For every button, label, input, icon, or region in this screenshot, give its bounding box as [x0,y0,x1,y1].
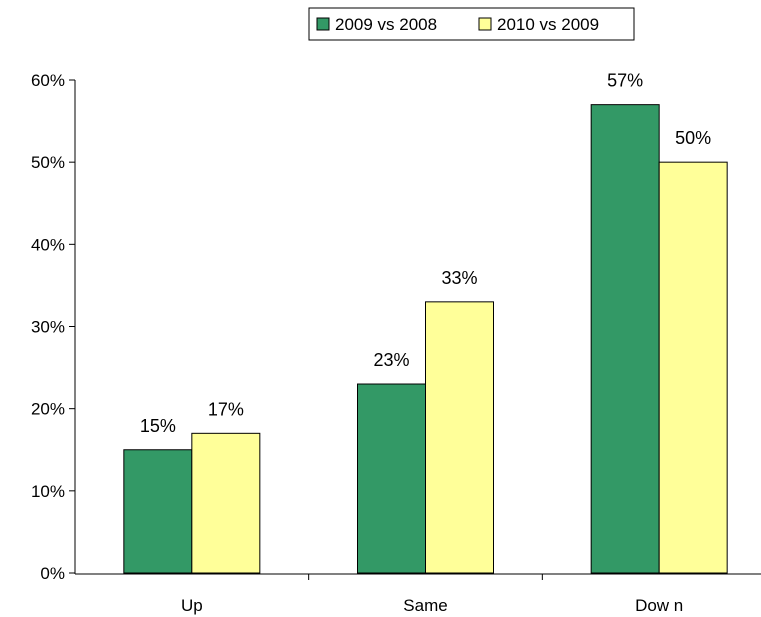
data-label: 33% [441,268,477,288]
y-tick-label: 60% [31,71,65,90]
bars [123,104,728,574]
bar-series-2 [191,432,261,574]
bar-series-2 [425,301,494,574]
bar-series-1 [590,104,660,574]
y-tick-label: 20% [31,400,65,419]
y-tick-label: 50% [31,153,65,172]
legend-label: 2009 vs 2008 [335,15,437,34]
data-labels: 15% 23% 57% 17% 33% 50% [140,71,711,436]
bar-series-2 [658,161,728,574]
legend: 2009 vs 2008 2010 vs 2009 [308,7,635,41]
y-tick-label: 10% [31,482,65,501]
y-axis: 0% 10% 20% 30% 40% 50% 60% [31,71,76,583]
legend-swatch [316,17,330,31]
bar-series-1 [357,383,426,574]
legend-box [308,7,635,41]
legend-label: 2010 vs 2009 [497,15,599,34]
data-label: 57% [607,71,643,91]
data-label: 17% [208,399,244,419]
data-label: 15% [140,416,176,436]
y-tick-label: 30% [31,318,65,337]
data-label: 50% [675,128,711,148]
legend-swatch [478,17,492,31]
x-tick-label: Same [403,596,447,615]
y-tick-label: 40% [31,235,65,254]
x-tick-label: Dow n [635,596,683,615]
data-label: 23% [373,350,409,370]
y-tick-label: 0% [40,564,65,583]
x-axis: Up Same Dow n [75,573,761,615]
x-tick-label: Up [181,596,203,615]
bar-series-1 [123,449,193,574]
